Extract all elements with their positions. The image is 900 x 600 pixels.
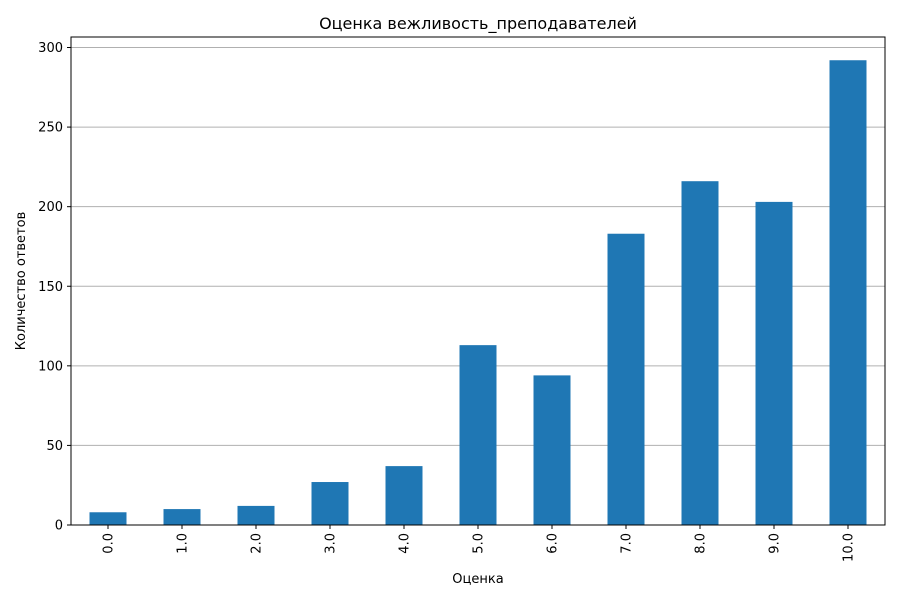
x-tick-label: 5.0: [472, 533, 487, 554]
x-tick-label: 4.0: [398, 533, 413, 554]
x-tick-label: 3.0: [324, 533, 339, 554]
y-tick-label: 200: [38, 200, 63, 215]
bar-0.0: [89, 512, 127, 525]
y-axis-ticks: 0 50 100 150 200 250 300: [38, 41, 71, 534]
x-axis-label: Оценка: [452, 572, 503, 587]
bar-10.0: [829, 60, 867, 525]
x-tick-label: 6.0: [546, 533, 561, 554]
x-tick-label: 9.0: [768, 533, 783, 554]
x-tick-label: 8.0: [694, 533, 709, 554]
x-tick-label: 10.0: [842, 533, 857, 562]
bar-5.0: [459, 345, 497, 525]
x-tick-label: 2.0: [250, 533, 265, 554]
x-tick-label: 0.0: [102, 533, 117, 554]
bar-1.0: [163, 509, 201, 525]
y-axis-label: Количество ответов: [14, 212, 29, 350]
y-tick-label: 150: [38, 280, 63, 295]
y-tick-label: 100: [38, 359, 63, 374]
bar-9.0: [755, 201, 793, 526]
y-tick-label: 50: [46, 439, 63, 454]
bar-8.0: [681, 181, 719, 525]
bar-3.0: [311, 482, 349, 525]
x-axis-ticks: 0.0 1.0 2.0 3.0 4.0 5.0 6.0 7.0 8.0 9.0 10.0: [102, 525, 857, 562]
bars: [89, 60, 867, 526]
y-tick-label: 300: [38, 41, 63, 56]
y-tick-label: 0: [55, 519, 63, 534]
bar-6.0: [533, 375, 571, 525]
bar-7.0: [607, 233, 645, 526]
chart-title: Оценка вежливость_преподавателей: [319, 14, 637, 34]
bar-4.0: [385, 466, 423, 525]
x-tick-label: 1.0: [176, 533, 191, 554]
x-tick-label: 7.0: [620, 533, 635, 554]
y-tick-label: 250: [38, 121, 63, 136]
bar-2.0: [237, 505, 275, 525]
